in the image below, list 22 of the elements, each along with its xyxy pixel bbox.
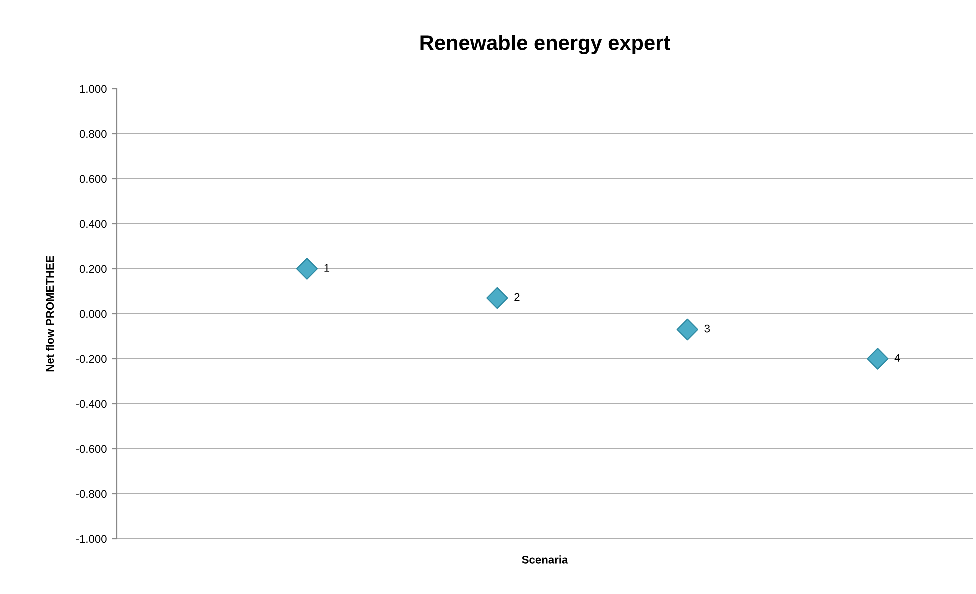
annotation: 1: [324, 264, 330, 272]
annotation: 4: [894, 354, 900, 362]
y-tick-label: 0.800: [80, 130, 107, 138]
y-axis-title: Net flow PROMETHEE: [46, 256, 54, 372]
x-axis-title: Scenaria: [522, 556, 568, 564]
y-tick-label: -0.400: [76, 400, 107, 408]
annotation: 3: [704, 324, 710, 333]
y-tick-label: 1.000: [80, 85, 107, 94]
y-tick-label: -0.200: [76, 355, 107, 364]
y-tick-label: 0.400: [80, 220, 107, 228]
chart-title: Renewable energy expert: [420, 35, 670, 55]
point: [486, 287, 508, 310]
y-tick-label: 0.000: [80, 310, 107, 318]
point: [676, 318, 699, 341]
y-tick-label: -1.000: [76, 535, 107, 544]
y-tick-label: -0.600: [76, 445, 107, 454]
annotation: 2: [514, 293, 520, 302]
point: [296, 258, 318, 280]
y-tick-label: 0.600: [80, 175, 107, 184]
y-tick-label: -0.800: [76, 490, 107, 498]
y-tick-label: 0.200: [80, 265, 107, 274]
point: [867, 348, 889, 370]
